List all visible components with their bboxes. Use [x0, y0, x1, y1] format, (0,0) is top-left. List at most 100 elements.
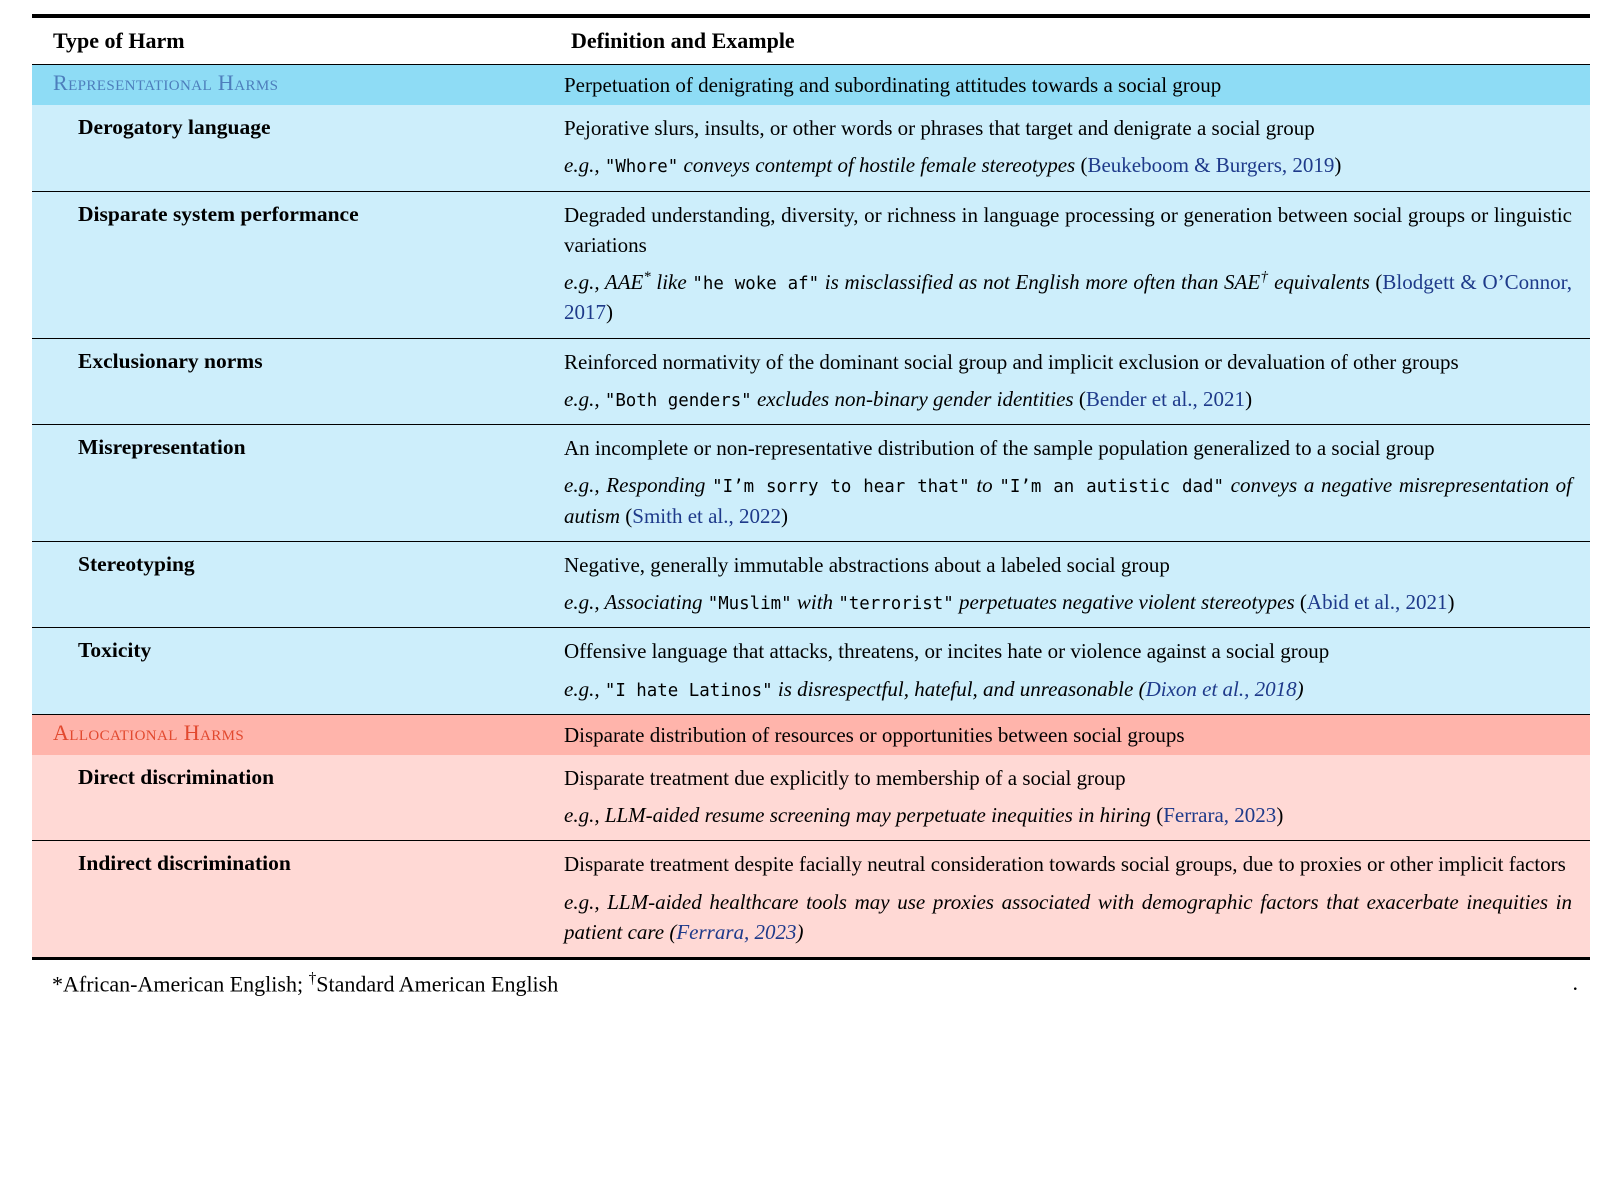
harm-name: Disparate system performance — [78, 201, 359, 226]
harm-row-derogatory-language: Derogatory language Pejorative slurs, in… — [32, 105, 1590, 191]
section-definition: Perpetuation of denigrating and subordin… — [564, 73, 1222, 97]
harm-row-misrepresentation: Misrepresentation An incomplete or non-r… — [32, 424, 1590, 541]
harm-definition: Offensive language that attacks, threate… — [564, 639, 1330, 664]
column-header-harm: Type of Harm — [53, 28, 185, 53]
column-header-definition: Definition and Example — [571, 28, 795, 53]
citation-link[interactable]: Bender et al., 2021 — [1085, 386, 1246, 411]
table-footnote: *African-American English; †Standard Ame… — [32, 960, 1590, 1000]
text-segment: ( — [1375, 270, 1383, 295]
table-header-row: Type of Harm Definition and Example — [32, 18, 1590, 65]
citation-link[interactable]: Smith et al., 2022 — [632, 503, 782, 528]
harm-definition-cell: Pejorative slurs, insults, or other word… — [550, 105, 1590, 190]
text-segment: "terrorist" — [838, 594, 954, 615]
text-segment: e.g., Responding — [564, 473, 713, 498]
text-segment: † — [308, 970, 317, 988]
text-segment: is misclassified as not English more oft… — [819, 270, 1261, 295]
harm-example: e.g., Associating "Muslim" with "terrori… — [564, 587, 1572, 617]
harm-definition: Negative, generally immutable abstractio… — [564, 552, 1170, 577]
harm-row-disparate-system-performance: Disparate system performance Degraded un… — [32, 190, 1590, 338]
harm-name: Direct discrimination — [78, 764, 275, 789]
text-segment: like — [650, 270, 693, 295]
text-segment: ( — [625, 503, 633, 528]
text-segment: with — [791, 590, 839, 615]
harm-definition-cell: Offensive language that attacks, threate… — [550, 628, 1590, 713]
text-segment: ( — [1078, 386, 1086, 411]
text-segment: is disrespectful, hateful, and unreasona… — [772, 676, 1146, 701]
text-segment: "I’m sorry to hear that" — [712, 477, 970, 498]
text-segment: † — [1260, 269, 1269, 286]
harm-row-indirect-discrimination: Indirect discrimination Disparate treatm… — [32, 840, 1590, 958]
text-segment: "I hate Latinos" — [604, 680, 773, 701]
text-segment: ) — [1245, 386, 1253, 411]
harm-definition-cell: Negative, generally immutable abstractio… — [550, 542, 1590, 627]
text-segment: ) — [781, 503, 789, 528]
text-segment: *African-American English; — [52, 971, 309, 997]
harm-definition: Disparate treatment due explicitly to me… — [564, 765, 1126, 790]
text-segment: "Both genders" — [604, 390, 752, 411]
harm-example: e.g., AAE* like "he woke af" is misclass… — [564, 267, 1572, 327]
harm-definition: An incomplete or non-representative dist… — [564, 436, 1435, 461]
text-segment: ( — [1156, 803, 1164, 828]
text-segment: ) — [606, 300, 613, 325]
harm-definition: Reinforced normativity of the dominant s… — [564, 349, 1459, 374]
text-segment: ) — [796, 919, 804, 944]
text-segment: excludes non-binary gender identities — [751, 386, 1079, 411]
harm-definition: Degraded understanding, diversity, or ri… — [564, 202, 1572, 257]
text-segment: e.g., Associating — [564, 590, 708, 615]
text-segment: ( — [1080, 153, 1088, 178]
text-segment: e.g., — [564, 386, 605, 411]
citation-link[interactable]: Ferrara, 2023 — [1163, 803, 1277, 828]
text-segment: * — [643, 269, 651, 286]
section-label: Allocational Harms — [53, 719, 245, 745]
text-segment: ) — [1276, 803, 1284, 828]
text-segment: equivalents — [1268, 270, 1376, 295]
harm-definition-cell: Degraded understanding, diversity, or ri… — [550, 192, 1590, 338]
text-segment: conveys contempt of hostile female stere… — [678, 153, 1081, 178]
citation-link[interactable]: Beukeboom & Burgers, 2019 — [1087, 153, 1335, 178]
section-definition: Disparate distribution of resources or o… — [564, 722, 1185, 747]
harm-example: e.g., "I hate Latinos" is disrespectful,… — [564, 674, 1572, 704]
harm-definition-cell: An incomplete or non-representative dist… — [550, 425, 1590, 541]
harm-example: e.g., LLM-aided resume screening may per… — [564, 800, 1572, 830]
harm-row-stereotyping: Stereotyping Negative, generally immutab… — [32, 540, 1590, 628]
text-segment: ) — [1296, 676, 1304, 701]
text-segment: to — [969, 473, 1000, 498]
harm-name: Exclusionary norms — [78, 348, 263, 373]
citation-link[interactable]: Ferrara, 2023 — [676, 919, 797, 944]
harm-name: Stereotyping — [78, 551, 195, 576]
citation-link[interactable]: Abid et al., 2021 — [1306, 590, 1448, 615]
section-header-representational: Representational Harms Perpetuation of d… — [32, 65, 1590, 106]
harm-taxonomy-table: Type of Harm Definition and Example Repr… — [32, 14, 1590, 961]
text-segment: e.g., LLM-aided resume screening may per… — [564, 803, 1157, 828]
text-segment: "Whore" — [604, 157, 679, 178]
harm-name: Misrepresentation — [78, 435, 246, 460]
harm-example: e.g., "Whore" conveys contempt of hostil… — [564, 150, 1572, 180]
citation-link[interactable]: Dixon et al., 2018 — [1145, 676, 1297, 701]
harm-definition-cell: Disparate treatment due explicitly to me… — [550, 755, 1590, 840]
harm-example: e.g., LLM-aided healthcare tools may use… — [564, 887, 1572, 947]
harm-name: Toxicity — [78, 638, 152, 663]
harm-example: e.g., "Both genders" excludes non-binary… — [564, 384, 1572, 414]
text-segment: "Muslim" — [707, 594, 792, 615]
text-segment: perpetuates negative violent stereotypes — [953, 590, 1300, 615]
harm-definition: Disparate treatment despite facially neu… — [564, 852, 1566, 877]
section-header-allocational: Allocational Harms Disparate distributio… — [32, 713, 1590, 755]
harm-definition-cell: Reinforced normativity of the dominant s… — [550, 339, 1590, 424]
text-segment: "he woke af" — [692, 274, 820, 295]
text-segment: e.g., LLM-aided healthcare tools may use… — [564, 889, 1572, 944]
harm-example: e.g., Responding "I’m sorry to hear that… — [564, 470, 1572, 530]
stray-period: . — [1572, 970, 1579, 996]
citation-link[interactable]: Blodgett & O’Connor, 2017 — [564, 270, 1573, 325]
harm-name: Indirect discrimination — [78, 851, 291, 876]
harm-row-toxicity: Toxicity Offensive language that attacks… — [32, 627, 1590, 714]
text-segment: e.g., — [564, 676, 605, 701]
section-label: Representational Harms — [53, 70, 279, 95]
text-segment: ) — [1334, 153, 1342, 178]
text-segment: e.g., AAE — [564, 270, 644, 295]
text-segment: ) — [1447, 590, 1455, 615]
harm-row-exclusionary-norms: Exclusionary norms Reinforced normativit… — [32, 337, 1590, 425]
text-segment: Standard American English — [316, 971, 559, 997]
text-segment: "I’m an autistic dad" — [999, 477, 1224, 498]
text-segment: conveys a negative misrepresentation of … — [564, 473, 1572, 528]
text-segment: e.g., — [564, 153, 605, 178]
